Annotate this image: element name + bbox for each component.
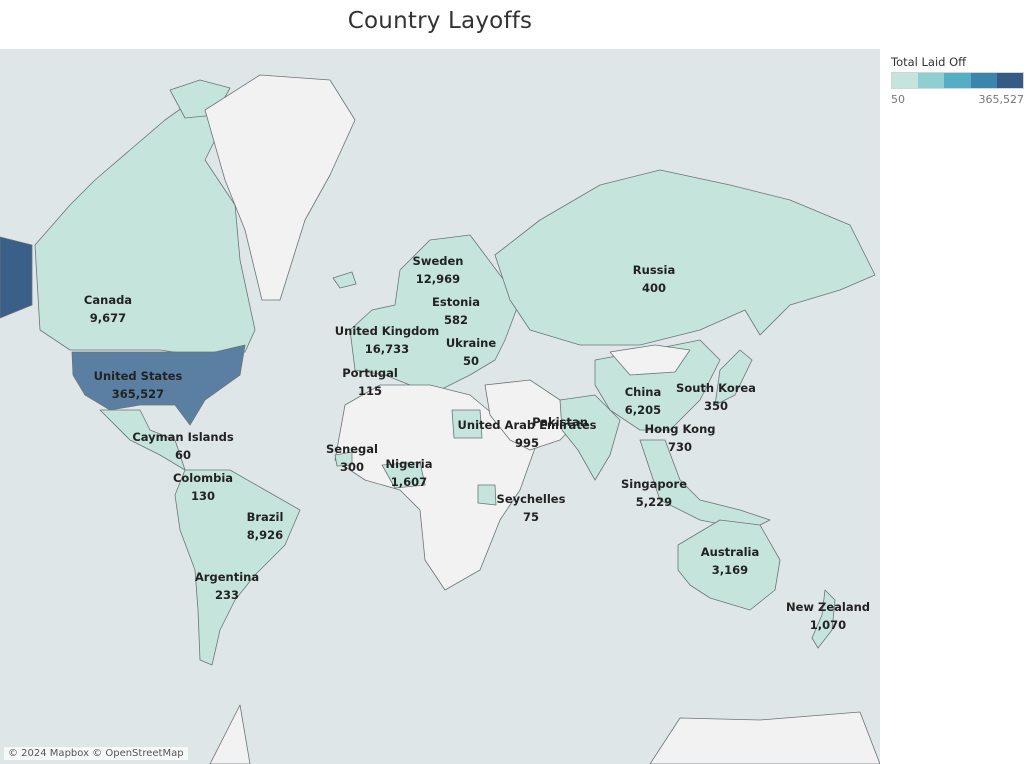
legend-step xyxy=(996,73,1024,88)
country-label[interactable]: Hong Kong 730 xyxy=(644,422,716,454)
country-label[interactable]: Sweden 12,969 xyxy=(412,254,464,286)
country-shape-australia xyxy=(677,519,781,611)
country-shape-africa xyxy=(334,384,536,591)
country-label[interactable]: Brazil 8,926 xyxy=(246,510,284,542)
legend-step xyxy=(944,73,971,88)
country-shape-united-states xyxy=(71,344,246,426)
country-label[interactable]: Estonia 582 xyxy=(432,295,480,327)
country-shape-japan-korea xyxy=(714,349,753,406)
country-label[interactable]: Russia 400 xyxy=(632,263,676,295)
country-shape-europe xyxy=(349,234,521,391)
country-label[interactable]: Senegal 300 xyxy=(325,442,379,474)
legend-title: Total Laid Off xyxy=(891,55,967,69)
legend-step xyxy=(918,73,945,88)
country-label[interactable]: Ukraine 50 xyxy=(445,336,497,368)
country-shape-greenland xyxy=(204,74,356,301)
country-label[interactable]: Singapore 5,229 xyxy=(620,477,688,509)
legend-min: 50 xyxy=(891,93,905,106)
map-canvas[interactable]: Canada 9,677 United States 365,527 Cayman … xyxy=(0,49,880,764)
country-label[interactable]: Australia 3,169 xyxy=(700,545,760,577)
country-shape-south-america xyxy=(174,469,301,666)
country-label[interactable]: Colombia 130 xyxy=(172,471,234,503)
country-label[interactable]: Pakistan xyxy=(532,415,588,429)
legend-step xyxy=(970,73,997,88)
country-shape-seychelles xyxy=(477,484,497,506)
color-legend: Total Laid Off 50 365,527 xyxy=(891,55,1027,106)
legend-step xyxy=(892,73,919,88)
country-shape-middle-east xyxy=(484,379,581,451)
country-label[interactable]: South Korea 350 xyxy=(676,381,756,413)
country-label[interactable]: Portugal 115 xyxy=(342,366,398,398)
country-label[interactable]: United States 365,527 xyxy=(93,369,183,401)
country-shape-russia xyxy=(494,169,876,346)
legend-range: 50 365,527 xyxy=(891,93,1024,106)
legend-color-ramp xyxy=(891,72,1024,89)
country-shape-iceland xyxy=(332,271,357,289)
country-label[interactable]: Nigeria 1,607 xyxy=(385,457,433,489)
country-shape-nigeria xyxy=(381,461,426,489)
country-shape-canada xyxy=(34,94,256,359)
country-label[interactable]: United Arab Emirates 995 xyxy=(457,418,597,450)
country-label[interactable]: Argentina 233 xyxy=(194,570,260,602)
country-shape-india xyxy=(559,394,621,481)
country-label[interactable]: China 6,205 xyxy=(624,385,662,417)
map-attribution[interactable]: © 2024 Mapbox © OpenStreetMap xyxy=(4,747,188,760)
country-shape-southeast-asia xyxy=(639,439,771,531)
country-shape-alaska xyxy=(0,236,33,319)
country-shape-new-zealand xyxy=(811,589,836,649)
legend-max: 365,527 xyxy=(978,93,1025,106)
country-shape-egypt xyxy=(451,409,483,439)
country-label[interactable]: New Zealand 1,070 xyxy=(785,600,871,632)
chart-title: Country Layoffs xyxy=(347,8,533,34)
country-shape-senegal xyxy=(334,451,353,467)
country-label[interactable]: Seychelles 75 xyxy=(496,492,566,524)
country-shape-antarctica xyxy=(209,704,880,764)
world-map xyxy=(0,74,880,764)
country-shape-mexico xyxy=(99,409,186,471)
country-label[interactable]: United Kingdom 16,733 xyxy=(334,324,440,356)
country-shape-mongolia xyxy=(609,344,691,376)
country-label[interactable]: Canada 9,677 xyxy=(83,293,133,325)
country-label[interactable]: Cayman Islands 60 xyxy=(132,430,234,462)
